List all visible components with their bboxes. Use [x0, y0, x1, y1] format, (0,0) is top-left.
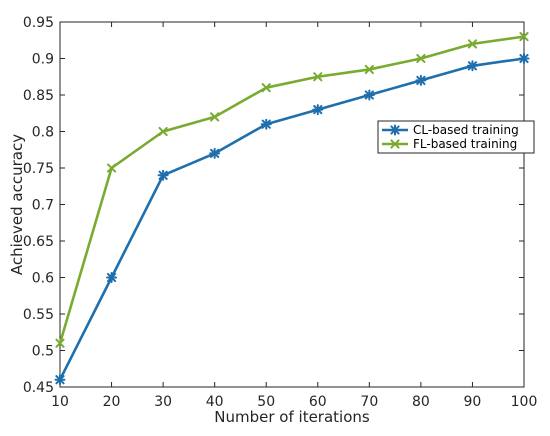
- x-tick-label: 40: [206, 394, 224, 410]
- x-tick-label: 10: [51, 394, 69, 410]
- x-tick-label: 90: [464, 394, 482, 410]
- data-point: [519, 32, 529, 42]
- legend-item: FL-based training: [382, 137, 517, 151]
- plot-area: [59, 21, 525, 388]
- legend-box: [377, 120, 535, 154]
- data-point: [209, 147, 221, 159]
- data-point: [55, 338, 65, 348]
- data-point: [518, 53, 530, 64]
- x-tick-label: 30: [154, 394, 172, 410]
- y-tick-label: 0.85: [23, 88, 54, 104]
- y-axis-title: Achieved accuracy: [8, 134, 26, 275]
- x-tick-label: 60: [309, 394, 327, 410]
- data-point: [106, 163, 117, 173]
- legend-label: CL-based training: [413, 123, 519, 137]
- x-tick-label: 80: [412, 394, 430, 410]
- axes: 10 20 30 40 50 60 70 80 90 100 0.45 0.5 0.55 0.6 0.65 0…: [23, 15, 538, 410]
- y-tick-label: 0.7: [32, 198, 54, 214]
- series-line: [58, 57, 525, 381]
- legend-item: CL-based training: [382, 123, 519, 137]
- x-tick-label: 100: [511, 394, 538, 410]
- series-line: [58, 35, 525, 344]
- y-tick-label: 0.75: [23, 161, 54, 177]
- y-tick-label: 0.45: [23, 380, 54, 396]
- data-point: [157, 169, 169, 181]
- data-point: [415, 74, 427, 86]
- data-point: [260, 118, 272, 130]
- x-axis-title: Number of iterations: [214, 408, 370, 426]
- data-point: [466, 60, 478, 72]
- series-1: [54, 53, 530, 386]
- x-tick-label: 50: [257, 394, 275, 410]
- data-point: [313, 72, 323, 82]
- data-point: [158, 126, 168, 137]
- data-point: [54, 374, 66, 386]
- series-layer: [54, 32, 530, 386]
- series-2: [55, 32, 529, 348]
- data-point: [106, 272, 118, 283]
- y-tick-label: 0.9: [32, 52, 54, 68]
- y-tick-label: 0.55: [23, 307, 54, 323]
- x-tick-label: 70: [360, 394, 378, 410]
- legend-marker: [390, 139, 400, 149]
- data-point: [416, 53, 426, 64]
- x-tick-label: 20: [103, 394, 121, 410]
- data-point: [312, 104, 324, 116]
- y-tick-label: 0.95: [23, 15, 54, 31]
- y-tick-label: 0.6: [32, 271, 54, 287]
- legend-marker: [389, 124, 401, 136]
- y-tick-label: 0.5: [32, 344, 54, 360]
- data-point: [467, 39, 478, 49]
- y-tick-label: 0.65: [23, 234, 54, 250]
- data-point: [363, 89, 375, 101]
- plot-frame: [59, 21, 525, 388]
- data-point: [210, 112, 220, 122]
- legend-label: FL-based training: [413, 137, 517, 151]
- data-point: [261, 83, 271, 93]
- data-point: [364, 64, 374, 75]
- y-tick-label: 0.8: [32, 125, 54, 141]
